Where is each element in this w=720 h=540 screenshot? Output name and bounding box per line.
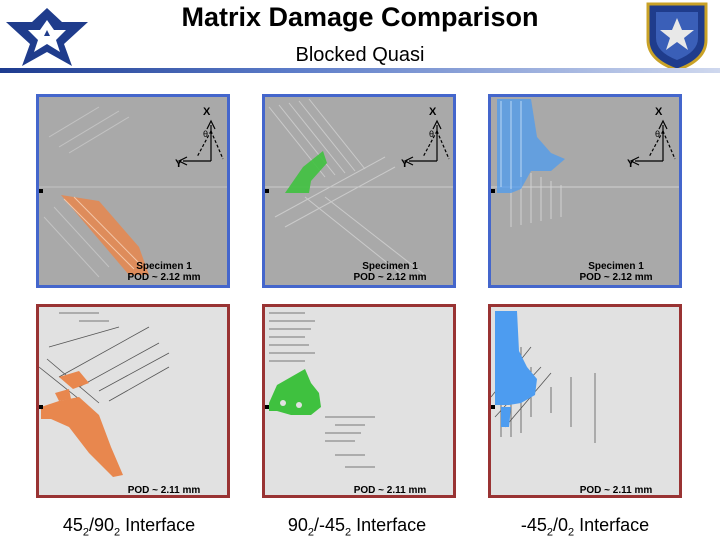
page-title: Matrix Damage Comparison	[181, 2, 539, 32]
scan-image: X Y θ	[39, 106, 227, 278]
specimen-label: Specimen 1	[136, 261, 192, 272]
axis-theta-label: θ	[203, 129, 208, 139]
scan-panel-m45-0: X Y θ Specimen 1 POD ~ 2.12 mm	[488, 94, 682, 288]
interface-label-90-m45: 902/-452 Interface	[287, 515, 427, 539]
afrl-seal-logo	[640, 0, 714, 72]
header-rule	[0, 68, 720, 73]
interface-label-45-90: 452/902 Interface	[62, 515, 196, 539]
model-panel-45-90: POD ~ 2.11 mm	[36, 304, 230, 498]
axis-theta-label: θ	[655, 129, 660, 139]
model-panel-m45-0: POD ~ 2.11 mm	[488, 304, 682, 498]
pod-caption: POD ~ 2.11 mm	[353, 485, 427, 496]
page-subtitle: Blocked Quasi	[295, 44, 425, 66]
air-force-logo	[2, 0, 92, 70]
axis-y-label: Y	[175, 158, 183, 170]
pod-label: POD ~ 2.12 mm	[127, 272, 201, 283]
pod-caption: POD ~ 2.11 mm	[127, 485, 201, 496]
model-panel-90-m45: POD ~ 2.11 mm	[262, 304, 456, 498]
model-image	[265, 312, 375, 468]
pod-label: POD ~ 2.12 mm	[579, 272, 653, 283]
interface-label-m45-0: -452/02 Interface	[520, 515, 650, 539]
axis-theta-label: θ	[429, 129, 434, 139]
axis-y-label: Y	[401, 158, 409, 170]
scan-image: X Y θ	[265, 98, 453, 278]
axis-x-label: X	[429, 106, 437, 118]
model-image	[39, 312, 170, 477]
specimen-caption: Specimen 1 POD ~ 2.12 mm	[335, 261, 445, 283]
pod-label: POD ~ 2.12 mm	[353, 272, 427, 283]
scan-panel-45-90: X Y θ Specimen 1 POD ~ 2.12 mm	[36, 94, 230, 288]
axis-y-label: Y	[627, 158, 635, 170]
specimen-caption: Specimen 1 POD ~ 2.12 mm	[561, 261, 671, 283]
scan-panel-90-m45: X Y θ Specimen 1 POD ~ 2.12 mm	[262, 94, 456, 288]
specimen-label: Specimen 1	[588, 261, 644, 272]
scan-image: X Y θ	[491, 99, 679, 227]
specimen-label: Specimen 1	[362, 261, 418, 272]
pod-caption: POD ~ 2.11 mm	[579, 485, 653, 496]
axis-x-label: X	[655, 106, 663, 118]
axis-x-label: X	[203, 106, 211, 118]
specimen-caption: Specimen 1 POD ~ 2.12 mm	[109, 261, 219, 283]
model-image	[491, 311, 596, 443]
